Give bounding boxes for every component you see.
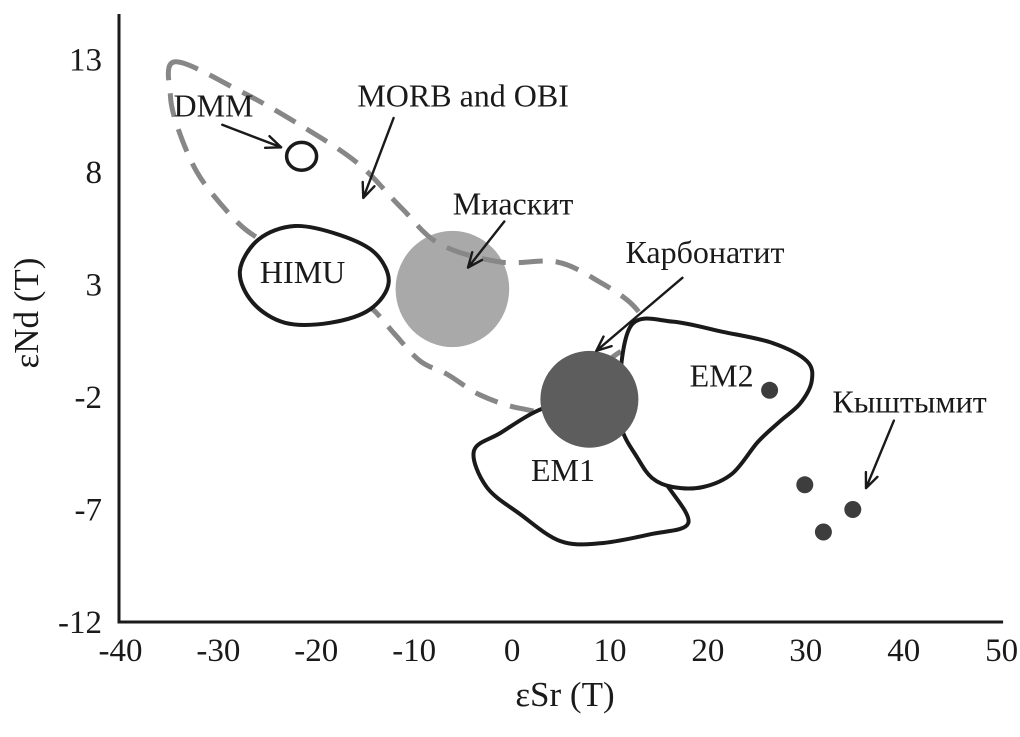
label-himu: HIMU <box>260 254 345 290</box>
x-tick-label: 20 <box>691 633 724 669</box>
y-tick-label: -12 <box>58 605 102 641</box>
field-em2 <box>616 316 815 491</box>
data-point-кыштымит <box>761 381 779 399</box>
x-tick-label: -30 <box>196 633 240 669</box>
label-em1: EM1 <box>531 452 595 488</box>
x-tick-label: -20 <box>294 633 338 669</box>
x-tick-label: 30 <box>789 633 822 669</box>
annotation-arrow-miaskite <box>466 220 506 269</box>
annotation-arrow-kyshtymite <box>864 419 896 490</box>
annotation-arrow-morb-obi <box>361 116 395 200</box>
annotation-arrow-dmm <box>221 123 283 149</box>
field-himu <box>237 223 391 327</box>
y-axis-title: εNd (T) <box>7 258 46 369</box>
label-miaskite: Миаскит <box>453 186 574 222</box>
y-tick-label: 13 <box>69 43 102 79</box>
annotation-arrow-carbonatite <box>595 276 684 353</box>
x-tick-label: -10 <box>392 633 436 669</box>
y-tick-label: 3 <box>86 268 103 304</box>
x-axis-title: εSr (T) <box>515 675 614 714</box>
label-kyshtymite: Кыштымит <box>832 384 986 420</box>
field-carbonatite <box>540 350 639 448</box>
x-tick-label: 0 <box>504 633 521 669</box>
data-point-кыштымит <box>844 501 862 518</box>
y-tick-label: -7 <box>75 493 103 529</box>
label-morb-obi: MORB and OBI <box>357 78 569 114</box>
label-carbonatite: Карбонатит <box>626 234 785 270</box>
y-tick-label: 8 <box>86 155 103 191</box>
label-dmm: DMM <box>173 88 253 124</box>
data-point-кыштымит <box>796 476 814 494</box>
x-tick-label: 10 <box>594 633 627 669</box>
x-tick-label: -40 <box>99 633 143 669</box>
label-em2: EM2 <box>690 358 754 394</box>
field-dmm <box>284 140 319 172</box>
y-tick-label: -2 <box>75 380 103 416</box>
x-tick-label: 40 <box>887 633 920 669</box>
data-point-кыштымит <box>814 523 832 541</box>
x-tick-label: 50 <box>985 633 1018 669</box>
